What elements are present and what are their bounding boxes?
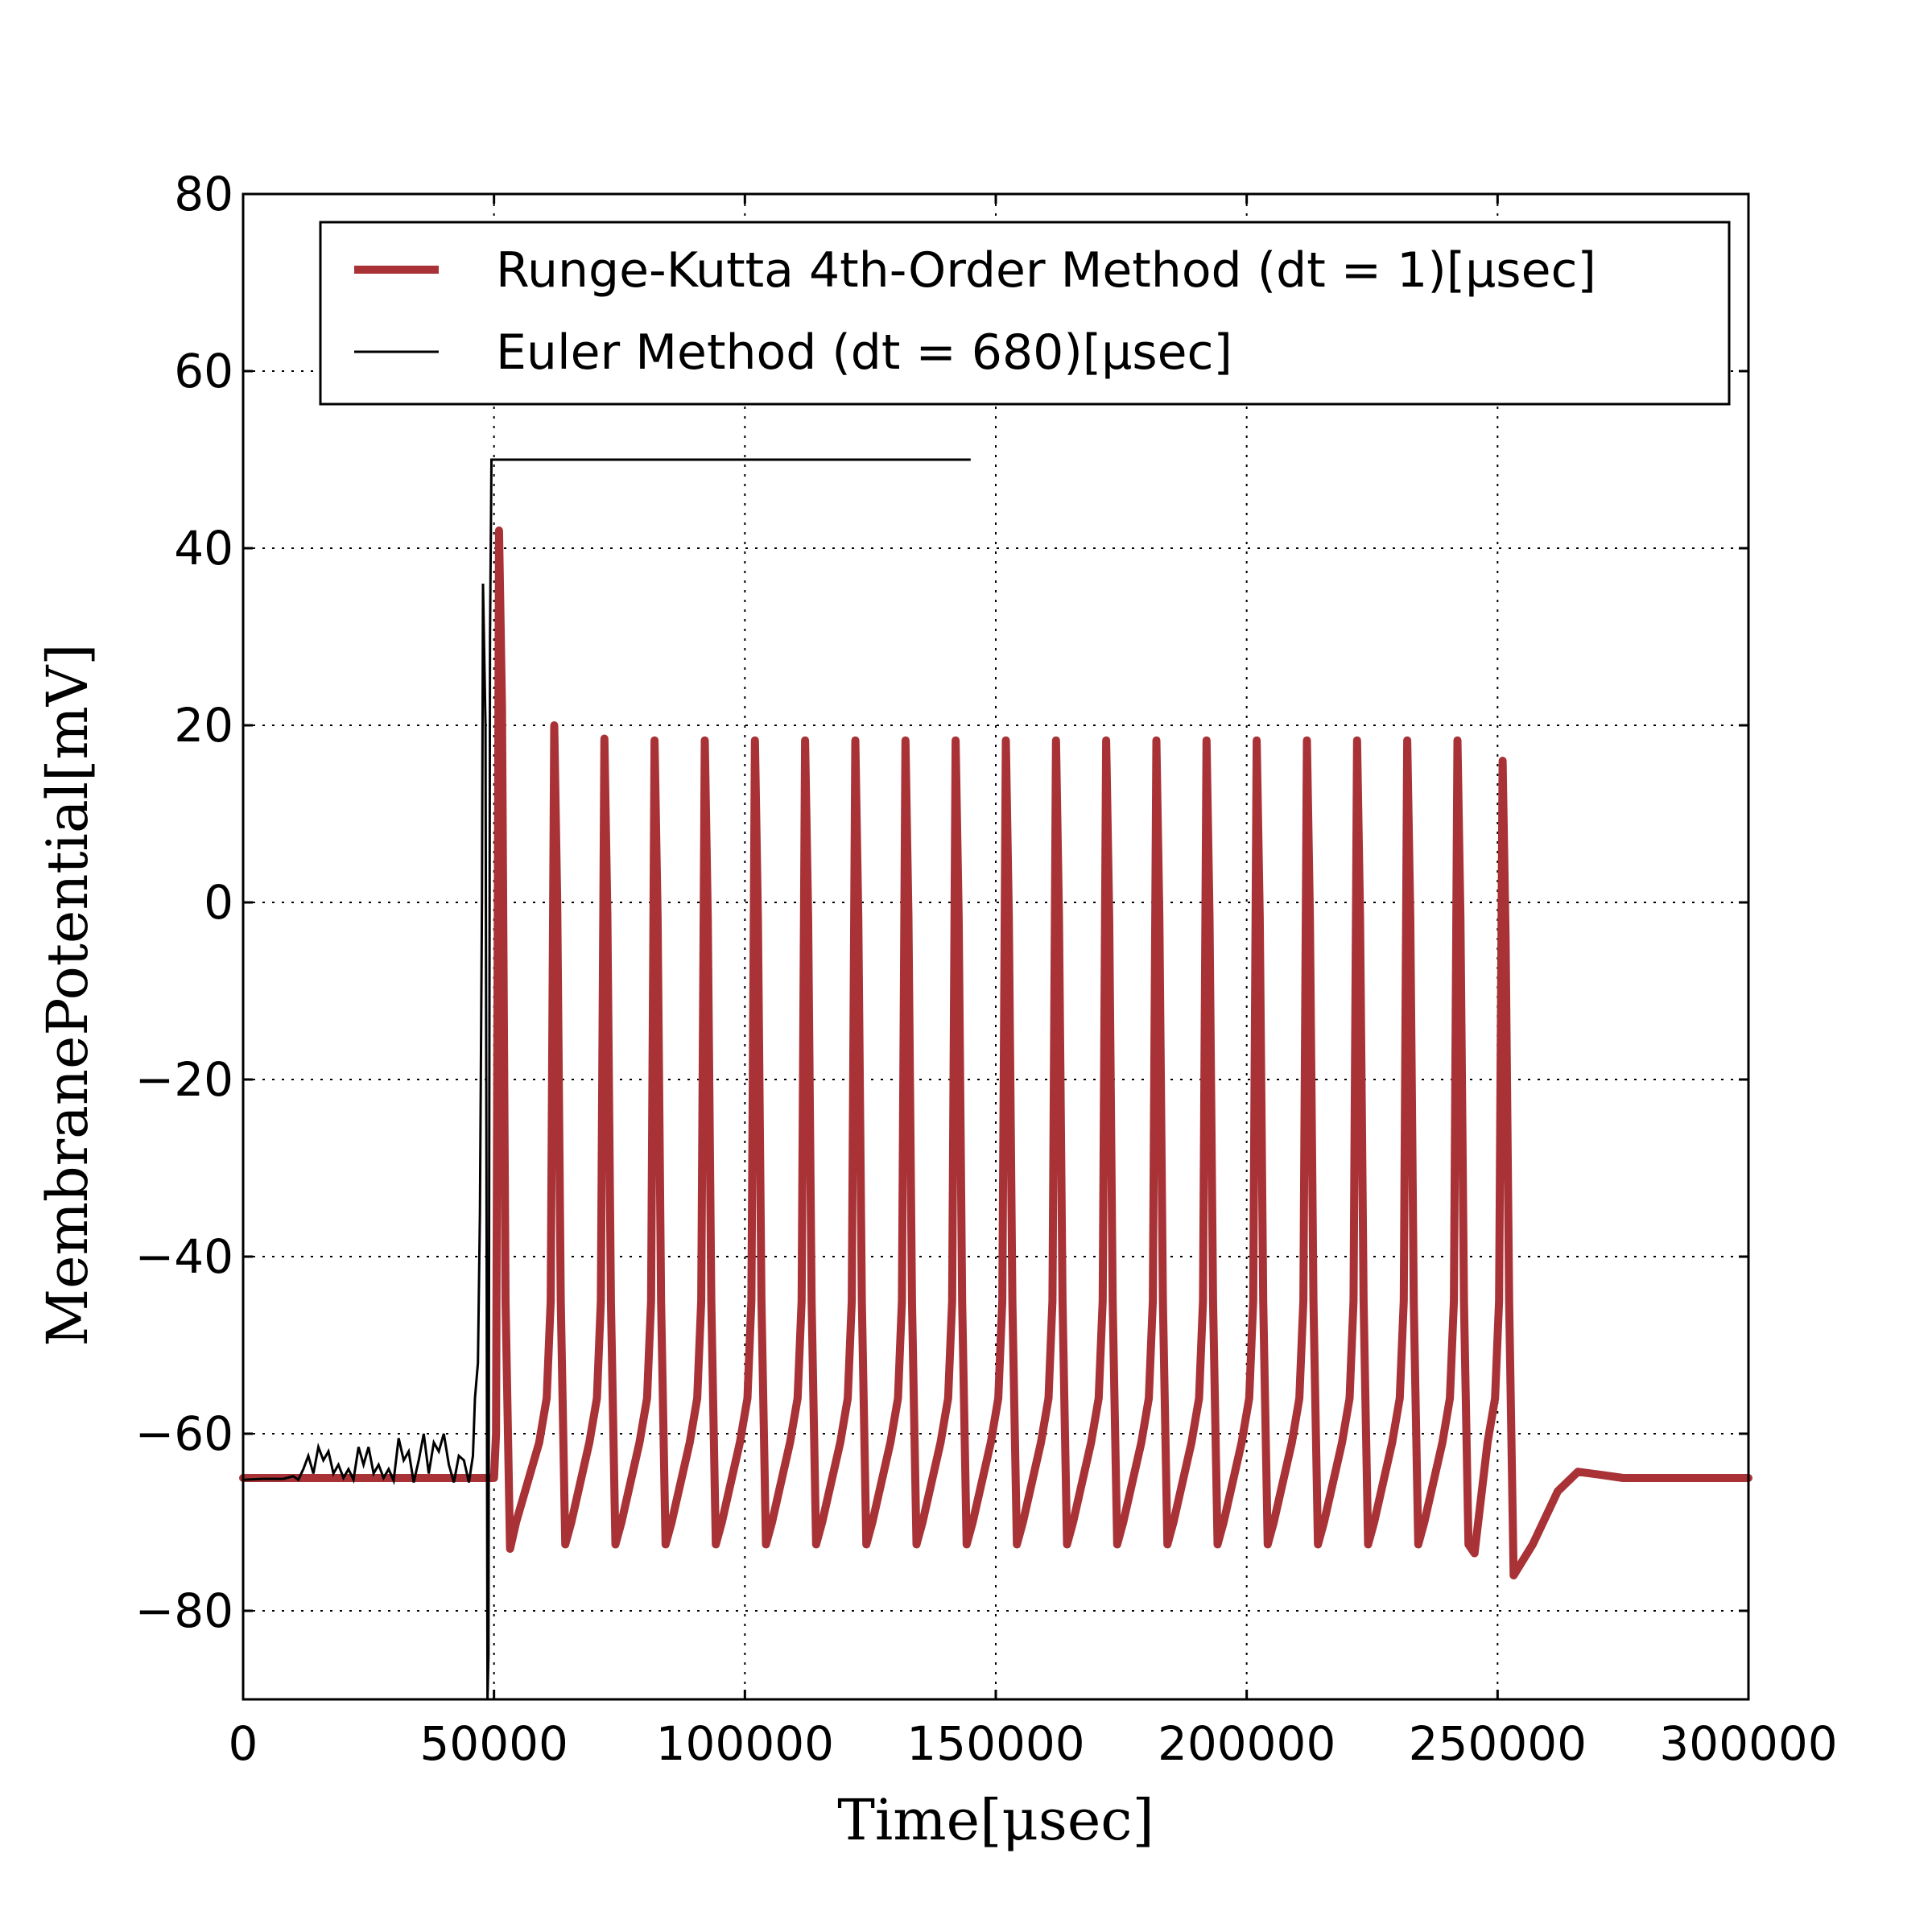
legend-label-euler: Euler Method (dt = 680)[μsec]	[496, 324, 1232, 381]
legend-label-rk4: Runge-Kutta 4th-Order Method (dt = 1)[μs…	[496, 242, 1596, 299]
x-tick-label: 0	[229, 1716, 258, 1771]
x-tick-label: 300000	[1659, 1716, 1837, 1771]
x-tick-label: 50000	[419, 1716, 568, 1771]
x-tick-label: 150000	[906, 1716, 1084, 1771]
series-line-rk4	[239, 526, 1752, 1579]
y-tick-label: 80	[174, 167, 233, 221]
y-tick-label: −80	[135, 1583, 233, 1638]
plot-area	[239, 458, 1752, 1700]
y-tick-label: −20	[135, 1052, 233, 1107]
x-axis-title: Time[μsec]	[837, 1787, 1154, 1853]
x-tick-label: 200000	[1158, 1716, 1335, 1771]
y-tick-label: −40	[135, 1229, 233, 1284]
x-tick-label: 250000	[1409, 1716, 1587, 1771]
y-tick-label: 40	[174, 521, 233, 576]
y-tick-label: −60	[135, 1406, 233, 1461]
axis-ticks: 0 50000 100000 150000 200000 250000 300000 80 60…	[135, 167, 1838, 1771]
series-line-euler	[242, 458, 971, 1700]
y-tick-label: 20	[174, 698, 233, 753]
legend: Runge-Kutta 4th-Order Method (dt = 1)[μs…	[319, 221, 1731, 406]
y-tick-label: 60	[174, 344, 233, 398]
legend-box	[319, 221, 1731, 406]
y-tick-label: 0	[204, 875, 233, 930]
y-axis-title: MembranePotential[mV]	[35, 643, 101, 1346]
x-tick-label: 100000	[656, 1716, 834, 1771]
